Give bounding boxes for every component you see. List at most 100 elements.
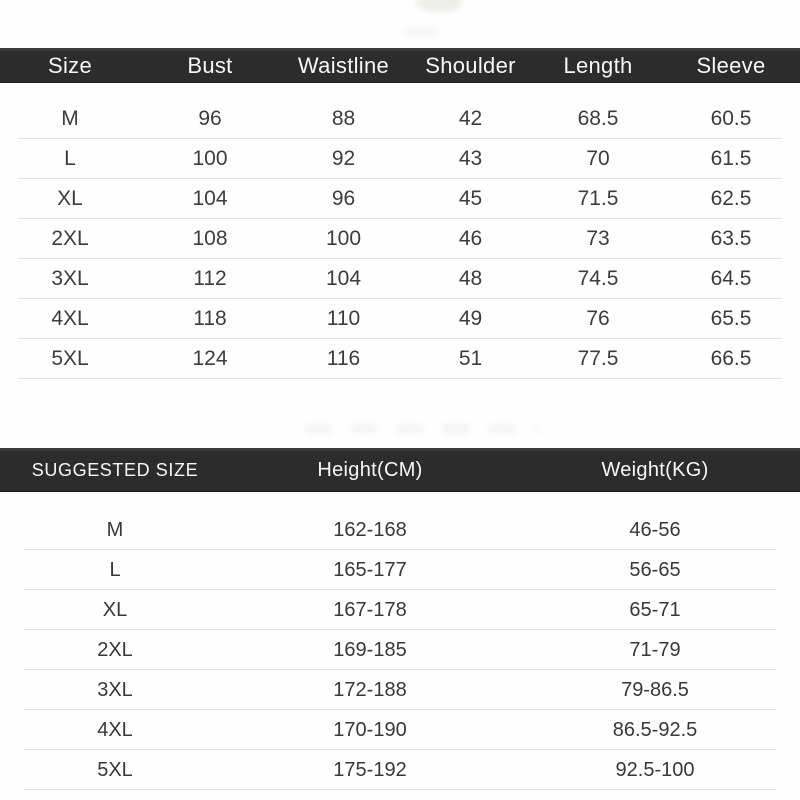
cell-weight: 79-86.5 xyxy=(621,678,689,701)
cell-sleeve: 66.5 xyxy=(710,347,752,370)
header-cell-size: Size xyxy=(48,52,92,78)
cell-length: 70 xyxy=(586,147,610,170)
measurement-table-body: M 96 88 42 68.5 60.5 L 100 92 43 70 61.5… xyxy=(0,83,800,379)
cell-shoulder: 43 xyxy=(458,147,483,170)
cell-length: 71.5 xyxy=(577,187,619,210)
row-divider xyxy=(18,378,782,379)
row-divider xyxy=(24,549,776,550)
cell-weight: 65-71 xyxy=(629,598,681,621)
table-row-l: L 100 92 43 70 61.5 xyxy=(0,139,800,179)
cell-waist: 92 xyxy=(331,147,356,170)
row-divider xyxy=(18,178,782,179)
cell-bust: 100 xyxy=(192,147,228,170)
table-row-2xl: 2XL 169-185 71-79 xyxy=(0,630,800,670)
row-divider xyxy=(18,138,782,139)
cell-height: 170-190 xyxy=(333,718,407,741)
cell-shoulder: 45 xyxy=(458,187,483,210)
table-row-xl: XL 104 96 45 71.5 62.5 xyxy=(0,179,800,219)
cell-waist: 88 xyxy=(331,107,356,130)
measurement-table: Size Bust Waistline Shoulder Length Slee… xyxy=(0,48,800,379)
header-cell-weight: Weight(KG) xyxy=(601,458,709,481)
cell-shoulder: 49 xyxy=(458,307,483,330)
cell-weight: 92.5-100 xyxy=(615,758,695,781)
table-row-4xl: 4XL 170-190 86.5-92.5 xyxy=(0,710,800,750)
cell-size: M xyxy=(106,518,124,541)
row-divider xyxy=(18,298,782,299)
cell-size: 3XL xyxy=(97,678,133,701)
cell-height: 162-168 xyxy=(333,518,407,541)
cell-length: 76 xyxy=(586,307,610,330)
suggested-size-table: SUGGESTED SIZE Height(CM) Weight(KG) M 1… xyxy=(0,448,800,790)
cell-sleeve: 60.5 xyxy=(710,107,752,130)
cell-bust: 104 xyxy=(192,187,228,210)
suggested-size-table-body: M 162-168 46-56 L 165-177 56-65 XL 167-1… xyxy=(0,492,800,790)
row-divider xyxy=(24,749,776,750)
row-divider xyxy=(18,338,782,339)
cell-size: XL xyxy=(102,598,128,621)
cell-waist: 110 xyxy=(326,307,361,330)
watermark-smudge xyxy=(402,27,440,37)
header-cell-suggested-size: SUGGESTED SIZE xyxy=(31,459,199,480)
watermark-smudge xyxy=(305,424,540,434)
cell-height: 169-185 xyxy=(333,638,407,661)
watermark-smudge xyxy=(416,0,462,12)
cell-size: 2XL xyxy=(97,638,133,661)
cell-size: L xyxy=(109,558,121,581)
cell-length: 68.5 xyxy=(577,107,619,130)
header-cell-shoulder: Shoulder xyxy=(425,52,516,78)
header-cell-bust: Bust xyxy=(187,52,233,78)
row-divider xyxy=(18,258,782,259)
cell-length: 74.5 xyxy=(577,267,619,290)
row-divider xyxy=(24,669,776,670)
table-row-3xl: 3XL 112 104 48 74.5 64.5 xyxy=(0,259,800,299)
cell-weight: 46-56 xyxy=(629,518,681,541)
measurement-table-header: Size Bust Waistline Shoulder Length Slee… xyxy=(0,48,800,83)
row-divider xyxy=(18,218,782,219)
header-cell-length: Length xyxy=(563,52,633,78)
cell-shoulder: 42 xyxy=(458,107,483,130)
suggested-size-table-header: SUGGESTED SIZE Height(CM) Weight(KG) xyxy=(0,448,800,492)
header-cell-sleeve: Sleeve xyxy=(696,52,766,78)
cell-size: 3XL xyxy=(51,267,89,290)
table-row-m: M 162-168 46-56 xyxy=(0,510,800,550)
cell-shoulder: 46 xyxy=(458,227,483,250)
cell-bust: 124 xyxy=(192,347,228,370)
cell-sleeve: 63.5 xyxy=(710,227,752,250)
cell-height: 172-188 xyxy=(333,678,407,701)
cell-waist: 116 xyxy=(326,347,361,370)
cell-size: 4XL xyxy=(51,307,89,330)
cell-size: XL xyxy=(57,187,83,210)
table-row-3xl: 3XL 172-188 79-86.5 xyxy=(0,670,800,710)
cell-sleeve: 65.5 xyxy=(710,307,752,330)
header-cell-height: Height(CM) xyxy=(317,458,423,481)
row-divider xyxy=(24,709,776,710)
cell-height: 165-177 xyxy=(333,558,407,581)
table-row-5xl: 5XL 175-192 92.5-100 xyxy=(0,750,800,790)
cell-waist: 104 xyxy=(325,267,362,290)
cell-sleeve: 61.5 xyxy=(710,147,752,170)
cell-length: 73 xyxy=(586,227,610,250)
cell-size: L xyxy=(64,147,76,170)
cell-weight: 56-65 xyxy=(629,558,681,581)
cell-height: 175-192 xyxy=(333,758,407,781)
cell-weight: 71-79 xyxy=(629,638,681,661)
cell-weight: 86.5-92.5 xyxy=(612,718,698,741)
table-row-4xl: 4XL 118 110 49 76 65.5 xyxy=(0,299,800,339)
cell-waist: 100 xyxy=(325,227,362,250)
cell-size: M xyxy=(61,107,79,130)
table-row-xl: XL 167-178 65-71 xyxy=(0,590,800,630)
cell-size: 4XL xyxy=(97,718,133,741)
cell-shoulder: 51 xyxy=(458,347,483,370)
cell-waist: 96 xyxy=(331,187,356,210)
table-row-5xl: 5XL 124 116 51 77.5 66.5 xyxy=(0,339,800,379)
table-row-2xl: 2XL 108 100 46 73 63.5 xyxy=(0,219,800,259)
table-row-l: L 165-177 56-65 xyxy=(0,550,800,590)
header-cell-waistline: Waistline xyxy=(297,52,390,78)
row-divider xyxy=(24,589,776,590)
cell-size: 5XL xyxy=(51,347,89,370)
cell-shoulder: 48 xyxy=(458,267,483,290)
cell-length: 77.5 xyxy=(577,347,619,370)
row-divider xyxy=(24,629,776,630)
cell-height: 167-178 xyxy=(333,598,407,621)
